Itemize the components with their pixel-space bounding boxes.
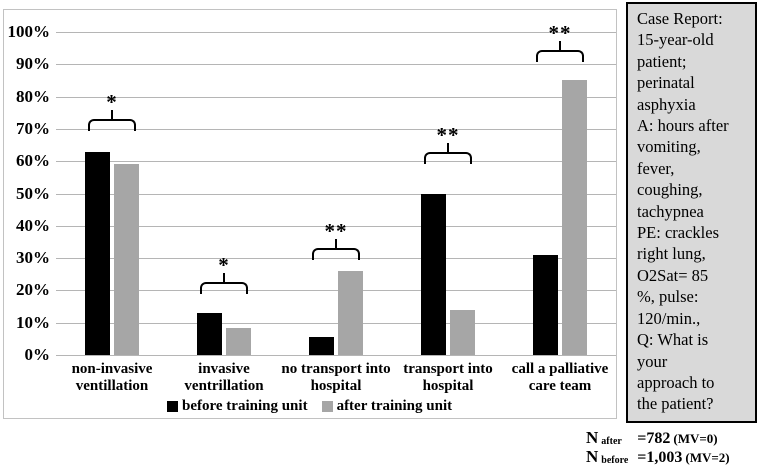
legend-swatch-after — [321, 401, 333, 412]
n-before-row: N before =1,003 (MV=2) — [586, 447, 730, 466]
y-axis-tick-label: 60% — [16, 151, 50, 171]
category-label: call a palliative care team — [511, 361, 609, 394]
significance-stars: * — [106, 90, 118, 115]
significance-stars: ** — [548, 20, 572, 45]
legend-label-after: after training unit — [336, 398, 453, 414]
y-axis-tick-label: 20% — [16, 280, 50, 300]
gridline — [56, 355, 616, 356]
case-report-text: Case Report: 15-year-old patient; perina… — [637, 9, 729, 414]
chart-legend: before training unit after training unit — [167, 398, 452, 415]
n-missing-values: (MV=2) — [685, 450, 730, 465]
n-after-row: N after =782 (MV=0) — [586, 428, 730, 447]
bracket-tick — [335, 239, 337, 251]
bar-before — [85, 151, 110, 355]
gridline — [56, 32, 616, 33]
n-value: =782 — [637, 430, 671, 447]
y-axis-tick-label: 90% — [16, 54, 50, 74]
category-label: transport into hospital — [403, 361, 493, 394]
category-label: no transport into hospital — [281, 361, 391, 394]
sample-size-note: N after =782 (MV=0) N before =1,003 (MV=… — [586, 428, 730, 466]
n-value: =1,003 — [637, 449, 683, 466]
bracket-tick — [559, 40, 561, 52]
gridline — [56, 258, 616, 260]
bracket-tick — [447, 142, 449, 154]
bar-after — [562, 80, 587, 355]
n-subscript: before — [601, 455, 629, 466]
significance-stars: ** — [324, 219, 348, 244]
n-symbol: N — [586, 428, 599, 447]
case-report-box: Case Report: 15-year-old patient; perina… — [626, 2, 757, 423]
gridline — [56, 64, 616, 66]
gridline — [56, 128, 616, 130]
y-axis-tick-label: 10% — [16, 312, 50, 332]
gridline — [56, 322, 616, 324]
significance-bracket: ** — [312, 221, 360, 261]
bar-after — [450, 309, 475, 355]
significance-bracket: * — [200, 255, 248, 295]
bracket-tick — [111, 110, 113, 122]
bar-before — [197, 313, 222, 355]
significance-stars: * — [218, 253, 230, 278]
y-axis-tick-label: 70% — [16, 118, 50, 138]
significance-stars: ** — [436, 122, 460, 147]
y-axis-tick-label: 30% — [16, 248, 50, 268]
gridline — [56, 193, 616, 195]
bar-before — [309, 337, 334, 355]
significance-bracket: ** — [536, 22, 584, 62]
y-axis-tick-label: 0% — [24, 345, 51, 364]
y-axis-tick-label: 100% — [7, 22, 51, 41]
legend-label-before: before training unit — [182, 398, 308, 414]
gridline — [56, 225, 616, 227]
significance-bracket: * — [88, 92, 136, 132]
bar-after — [114, 164, 139, 355]
y-axis-tick-label: 80% — [16, 86, 50, 106]
gridline — [56, 161, 616, 163]
bar-after — [338, 271, 363, 355]
n-subscript: after — [601, 436, 622, 447]
y-axis-tick-label: 40% — [16, 215, 50, 235]
bracket-tick — [223, 273, 225, 285]
gridline — [56, 96, 616, 98]
n-missing-values: (MV=0) — [673, 431, 718, 446]
legend-swatch-before — [167, 401, 178, 412]
y-axis-tick-label: 50% — [16, 183, 50, 203]
bar-before — [421, 193, 446, 355]
legend-item-after: after training unit — [321, 398, 453, 415]
chart-area: 0% 10% 20% 30% 40% 50% 60% 70% 80% 90% 100% * * ** **… — [3, 9, 617, 419]
bar-before — [533, 254, 558, 355]
category-label: non-invasive ventillation — [71, 361, 153, 394]
gridline — [56, 290, 616, 292]
bar-after — [226, 327, 251, 355]
legend-item-before: before training unit — [167, 398, 308, 415]
n-symbol: N — [586, 447, 599, 466]
category-label: invasive ventrillation — [184, 361, 264, 394]
significance-bracket: ** — [424, 124, 472, 164]
